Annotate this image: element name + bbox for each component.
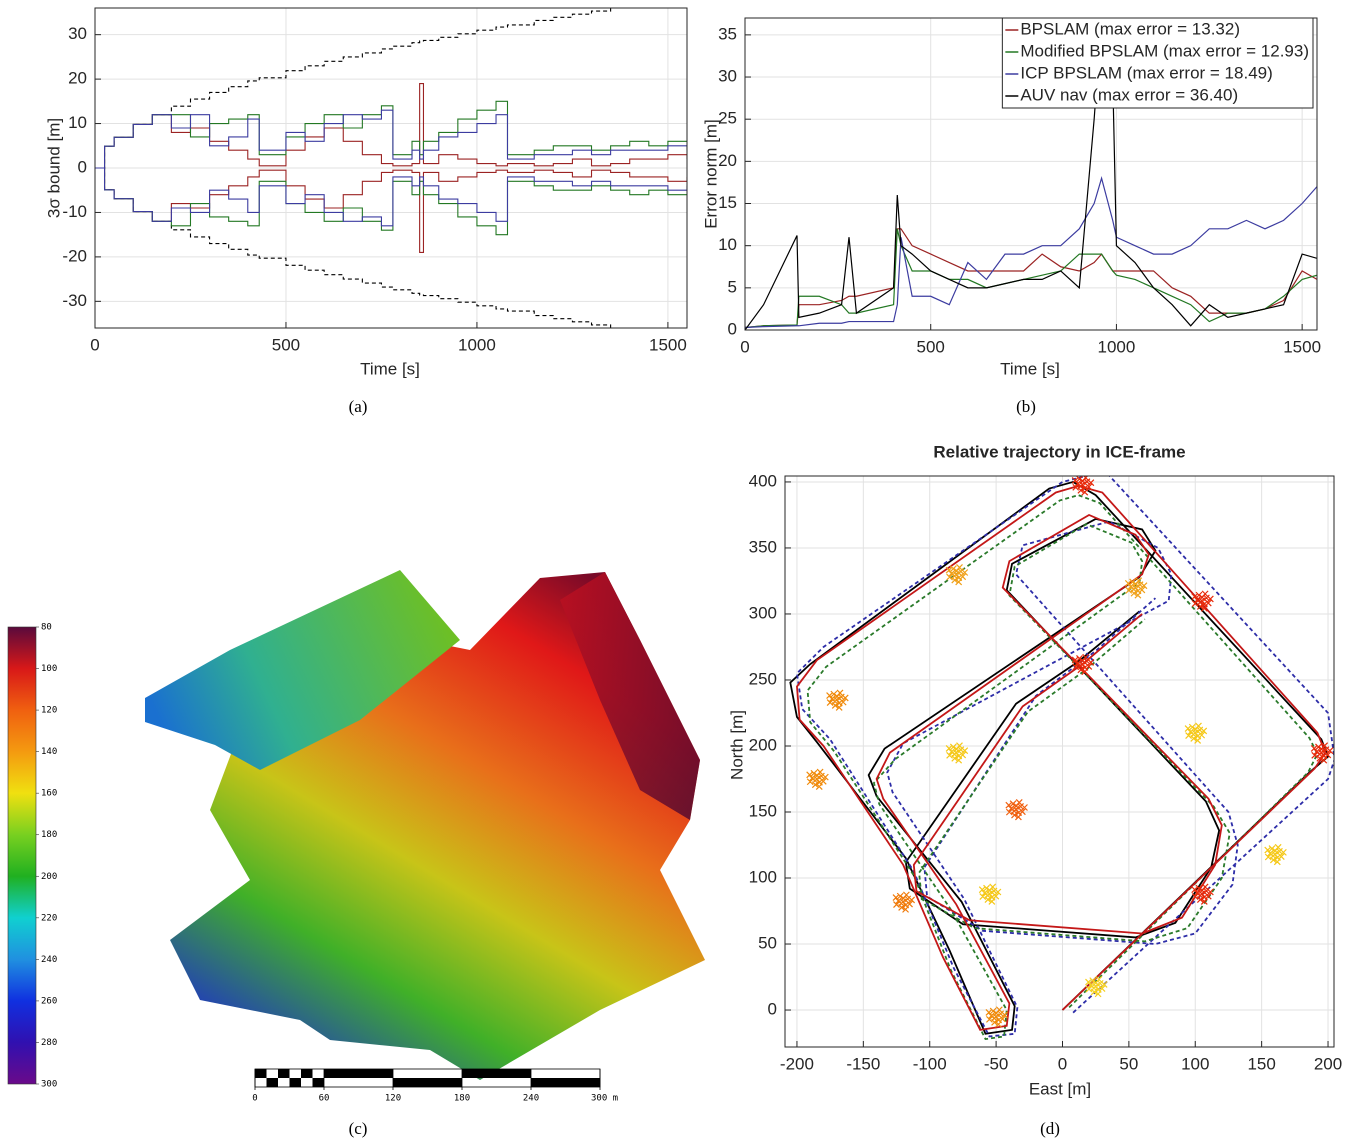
colorbar-tick-label: 100	[41, 664, 57, 674]
scalebar-label: 120	[385, 1094, 401, 1104]
colorbar-tick-label: 80	[41, 623, 52, 633]
x-tick-label: 150	[1247, 1054, 1275, 1073]
colorbar-tick-label: 300	[41, 1080, 57, 1090]
caption: (c)	[349, 1119, 368, 1138]
scalebar-cell	[278, 1069, 290, 1078]
colorbar-tick-label: 240	[41, 955, 57, 965]
bathymetry-map	[145, 570, 705, 1080]
x-tick-label: 1500	[1283, 337, 1321, 356]
scalebar-label: 240	[523, 1094, 539, 1104]
x-tick-label: 500	[272, 335, 300, 354]
legend-label: Modified BPSLAM (max error = 12.93)	[1020, 41, 1309, 60]
y-axis-label: 3σ bound [m]	[44, 118, 63, 218]
x-tick-label: 1000	[1098, 337, 1136, 356]
y-tick-label: 250	[749, 669, 777, 688]
scalebar-cell	[531, 1078, 600, 1087]
x-tick-label: 0	[90, 335, 99, 354]
y-tick-label: 10	[718, 235, 737, 254]
colorbar-tick-label: 180	[41, 830, 57, 840]
scalebar-label: 0	[252, 1094, 257, 1104]
x-axis-label: Time [s]	[1000, 359, 1060, 378]
y-tick-label: 100	[749, 867, 777, 886]
scalebar-label: 60	[319, 1094, 330, 1104]
legend-label: BPSLAM (max error = 13.32)	[1020, 19, 1240, 38]
scalebar-cell	[267, 1078, 279, 1087]
y-tick-label: 400	[749, 471, 777, 490]
legend-label: AUV nav (max error = 36.40)	[1020, 85, 1238, 104]
scalebar-cell	[290, 1078, 302, 1087]
scalebar-label: 300 m	[591, 1094, 618, 1104]
x-tick-label: 500	[917, 337, 945, 356]
x-tick-label: -50	[984, 1054, 1009, 1073]
scalebar-cell	[255, 1069, 267, 1078]
y-tick-label: 15	[718, 193, 737, 212]
colorbar-tick-label: 200	[41, 872, 57, 882]
scalebar-cell	[301, 1069, 313, 1078]
scalebar-cell	[313, 1078, 325, 1087]
y-tick-label: 0	[78, 157, 87, 176]
x-tick-label: 50	[1119, 1054, 1138, 1073]
x-tick-label: 200	[1314, 1054, 1342, 1073]
y-tick-label: 20	[718, 151, 737, 170]
figure: 050010001500-30-20-100102030Time [s]3σ b…	[0, 0, 1360, 1140]
x-tick-label: 1500	[649, 335, 687, 354]
x-axis-label: East [m]	[1029, 1079, 1091, 1098]
y-tick-label: 0	[728, 319, 737, 338]
colorbar-tick-label: 260	[41, 996, 57, 1006]
y-tick-label: 50	[758, 934, 777, 953]
y-tick-label: 200	[749, 735, 777, 754]
x-tick-label: 1000	[458, 335, 496, 354]
y-tick-label: 25	[718, 109, 737, 128]
y-axis-label: Error norm [m]	[701, 119, 720, 229]
x-tick-label: -200	[780, 1054, 814, 1073]
y-tick-label: 30	[718, 67, 737, 86]
y-tick-label: 35	[718, 24, 737, 43]
colorbar	[8, 627, 36, 1084]
y-tick-label: 150	[749, 801, 777, 820]
y-axis-label: North [m]	[727, 710, 746, 780]
colorbar-tick-label: 280	[41, 1038, 57, 1048]
scalebar-label: 180	[454, 1094, 470, 1104]
scalebar-cell	[324, 1069, 393, 1078]
x-tick-label: -100	[913, 1054, 947, 1073]
plot-area	[785, 476, 1334, 1047]
x-tick-label: 0	[1058, 1054, 1067, 1073]
y-tick-label: 30	[68, 24, 87, 43]
y-tick-label: -30	[62, 291, 87, 310]
x-axis-label: Time [s]	[360, 359, 420, 378]
caption: (b)	[1016, 397, 1036, 416]
caption: (a)	[349, 397, 368, 416]
caption: (d)	[1040, 1119, 1060, 1138]
scalebar-cell	[393, 1078, 462, 1087]
legend: BPSLAM (max error = 13.32) Modified BPSLA…	[1002, 18, 1313, 108]
y-tick-label: 10	[68, 113, 87, 132]
x-tick-label: 0	[740, 337, 749, 356]
colorbar-tick-label: 120	[41, 706, 57, 716]
y-tick-label: 0	[768, 1000, 777, 1019]
y-tick-label: -10	[62, 202, 87, 221]
y-tick-label: 350	[749, 537, 777, 556]
y-tick-label: -20	[62, 246, 87, 265]
colorbar-tick-label: 140	[41, 747, 57, 757]
legend-label: ICP BPSLAM (max error = 18.49)	[1020, 63, 1272, 82]
x-tick-label: -150	[846, 1054, 880, 1073]
chart-title: Relative trajectory in ICE-frame	[933, 442, 1185, 461]
x-tick-label: 100	[1181, 1054, 1209, 1073]
colorbar-tick-label: 160	[41, 789, 57, 799]
colorbar-tick-label: 220	[41, 913, 57, 923]
y-tick-label: 20	[68, 69, 87, 88]
y-tick-label: 5	[728, 277, 737, 296]
y-tick-label: 300	[749, 603, 777, 622]
scalebar-cell	[462, 1069, 531, 1078]
